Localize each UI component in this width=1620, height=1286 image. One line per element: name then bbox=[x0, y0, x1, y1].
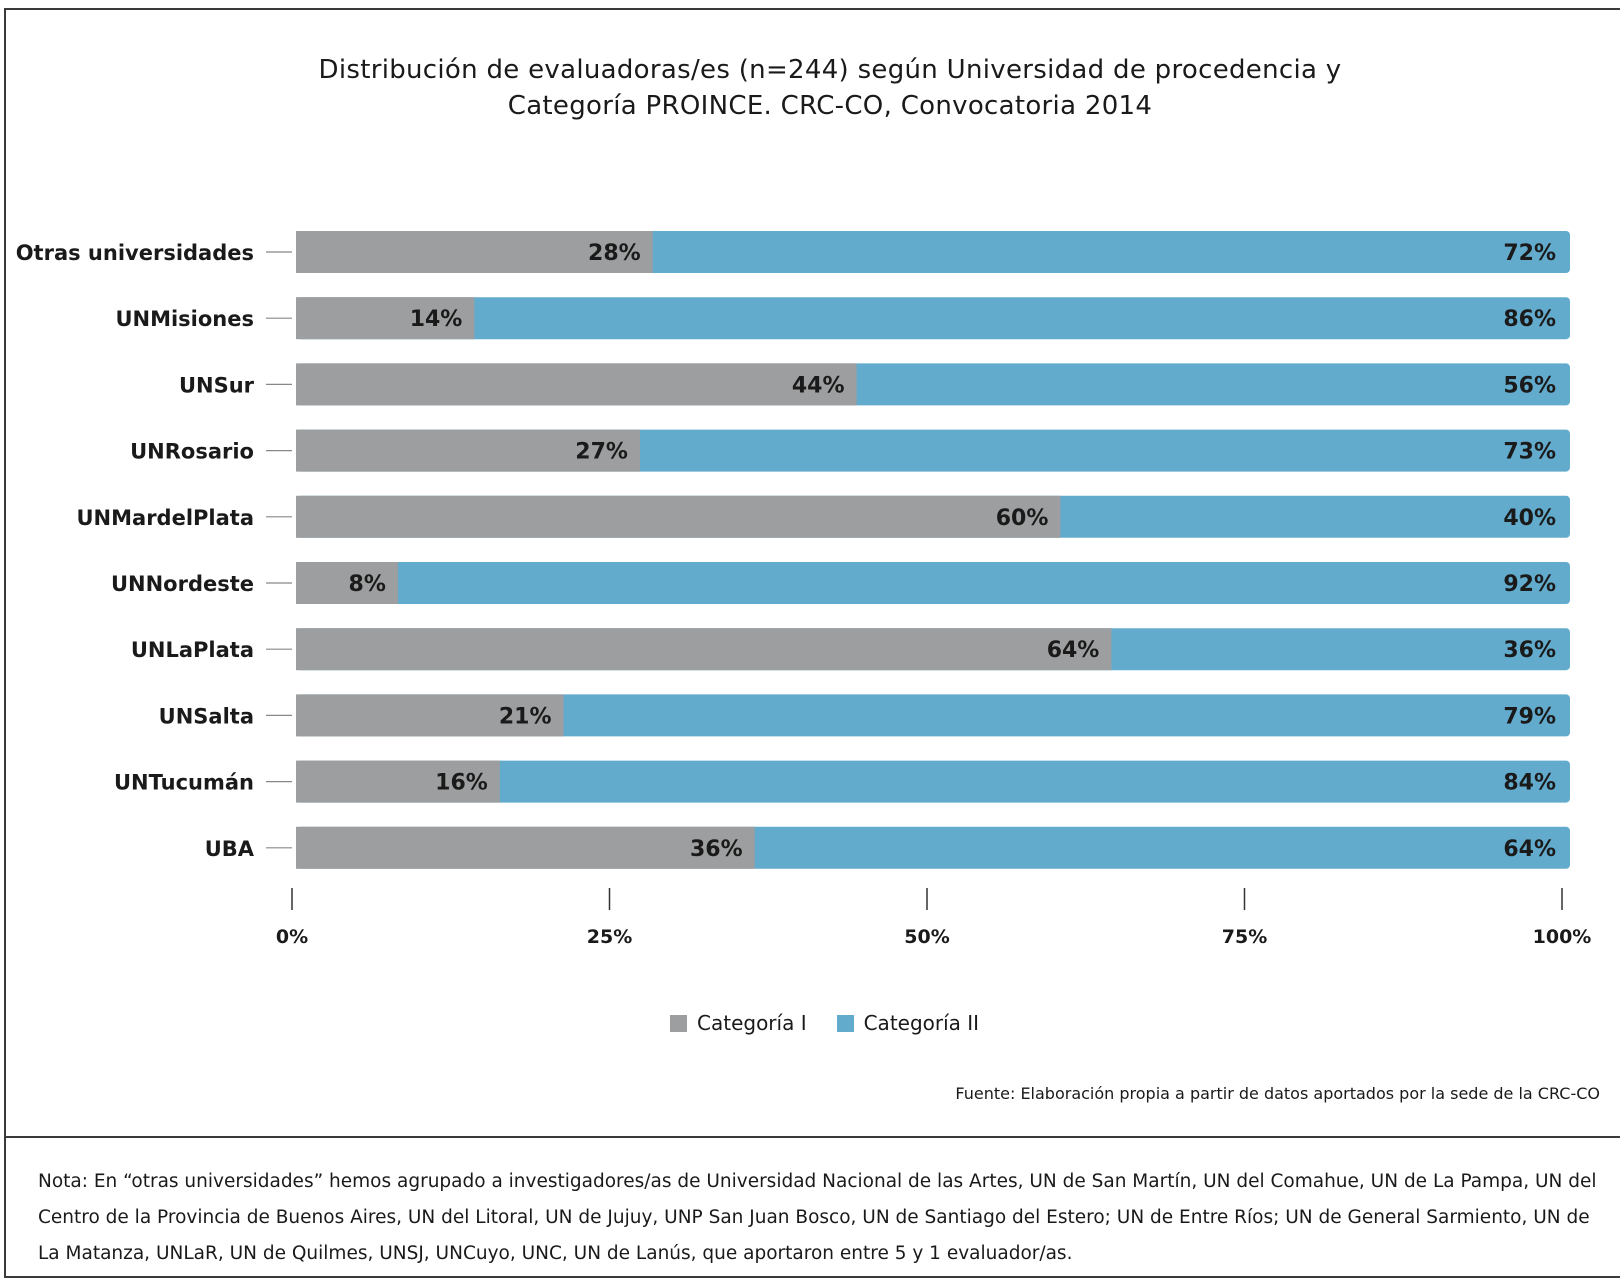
legend-swatch-categoria-ii bbox=[836, 1014, 854, 1032]
legend-item-categoria-ii: Categoría II bbox=[836, 1011, 980, 1035]
data-label-categoria-ii-unmisiones: 86% bbox=[1503, 307, 1556, 332]
data-label-categoria-i-unrosario: 27% bbox=[575, 440, 628, 465]
category-label-uba: UBA bbox=[205, 837, 255, 861]
bar-categoria-i-unrosario bbox=[296, 429, 640, 472]
legend-item-categoria-i: Categoría I bbox=[670, 1011, 807, 1035]
bar-categoria-i-untucuman bbox=[296, 760, 500, 803]
data-label-categoria-i-unsalta: 21% bbox=[499, 704, 552, 729]
footnote: Nota: En “otras universidades” hemos agr… bbox=[38, 1171, 1597, 1264]
data-label-categoria-ii-unnordeste: 92% bbox=[1503, 572, 1556, 597]
x-axis-tick-label-100: 100% bbox=[1533, 926, 1592, 948]
data-label-categoria-ii-unsalta: 79% bbox=[1503, 704, 1556, 729]
category-label-unmardelplata: UNMardelPlata bbox=[77, 506, 255, 530]
legend-label-categoria-i: Categoría I bbox=[697, 1011, 807, 1035]
data-label-categoria-i-unmardelplata: 60% bbox=[996, 506, 1049, 531]
data-label-categoria-ii-unsur: 56% bbox=[1503, 373, 1556, 398]
bar-categoria-ii-unsalta bbox=[296, 694, 1570, 737]
data-label-categoria-ii-otras-universidades: 72% bbox=[1503, 241, 1556, 266]
data-label-categoria-i-unsur: 44% bbox=[792, 373, 845, 398]
data-label-categoria-i-untucuman: 16% bbox=[435, 771, 488, 796]
chart-title: Distribución de evaluadoras/es (n=244) s… bbox=[0, 52, 1620, 124]
note-divider bbox=[4, 1136, 1620, 1138]
bar-categoria-ii-unnordeste bbox=[296, 562, 1570, 604]
category-label-unsur: UNSur bbox=[179, 373, 255, 397]
bar-categoria-i-unnordeste bbox=[296, 562, 398, 604]
bar-categoria-i-unsalta bbox=[296, 694, 564, 737]
x-axis-tick-label-25: 25% bbox=[587, 926, 632, 948]
category-label-unnordeste: UNNordeste bbox=[111, 572, 254, 596]
legend: Categoría I Categoría II bbox=[670, 1008, 1009, 1038]
data-label-categoria-ii-unmardelplata: 40% bbox=[1503, 506, 1556, 531]
chart-title-line-1: Distribución de evaluadoras/es (n=244) s… bbox=[318, 55, 1342, 85]
category-label-unrosario: UNRosario bbox=[130, 440, 254, 464]
data-label-categoria-i-uba: 36% bbox=[690, 837, 743, 862]
data-label-categoria-i-otras-universidades: 28% bbox=[588, 241, 641, 266]
bar-categoria-i-unlaplata bbox=[296, 628, 1112, 671]
category-label-unlaplata: UNLaPlata bbox=[131, 638, 254, 662]
data-label-categoria-ii-unlaplata: 36% bbox=[1503, 638, 1556, 663]
bar-categoria-ii-unmisiones bbox=[296, 297, 1570, 340]
data-label-categoria-i-unmisiones: 14% bbox=[410, 307, 463, 332]
data-label-categoria-ii-uba: 64% bbox=[1503, 837, 1556, 862]
bar-categoria-i-uba bbox=[296, 826, 755, 869]
category-label-untucuman: UNTucumán bbox=[114, 771, 254, 795]
data-label-categoria-i-unlaplata: 64% bbox=[1047, 638, 1100, 663]
bar-categoria-i-unmardelplata bbox=[296, 495, 1061, 538]
stacked-bar-chart: Otras universidades 28% 72% UNMisiones 14% 86… bbox=[16, 231, 1592, 948]
x-axis-tick-label-0: 0% bbox=[276, 926, 308, 948]
data-label-categoria-i-unnordeste: 8% bbox=[349, 572, 386, 597]
category-label-unsalta: UNSalta bbox=[159, 704, 254, 728]
legend-label-categoria-ii: Categoría II bbox=[863, 1011, 980, 1035]
source-note: Fuente: Elaboración propia a partir de d… bbox=[955, 1084, 1600, 1103]
data-label-categoria-ii-unrosario: 73% bbox=[1503, 440, 1556, 465]
legend-swatch-categoria-i bbox=[670, 1014, 687, 1032]
chart-title-line-2: Categoría PROINCE. CRC-CO, Convocatoria … bbox=[507, 91, 1153, 121]
x-axis-tick-label-50: 50% bbox=[904, 926, 949, 948]
data-label-categoria-ii-untucuman: 84% bbox=[1503, 771, 1556, 796]
category-label-unmisiones: UNMisiones bbox=[115, 307, 254, 331]
bar-categoria-i-unsur bbox=[296, 363, 857, 406]
bar-categoria-i-otras-universidades bbox=[296, 231, 653, 273]
x-axis-tick-label-75: 75% bbox=[1222, 926, 1267, 948]
category-label-otras-universidades: Otras universidades bbox=[16, 241, 254, 265]
chart-frame bbox=[4, 8, 1620, 1278]
bar-categoria-ii-untucuman bbox=[296, 760, 1570, 803]
bar-categoria-i-unmisiones bbox=[296, 297, 475, 340]
